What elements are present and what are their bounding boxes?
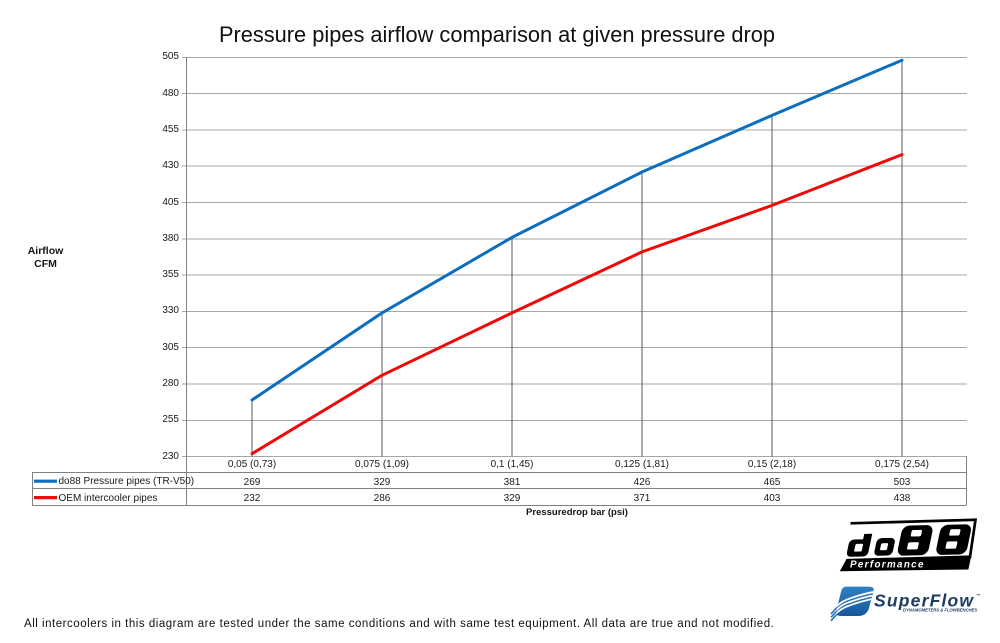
svg-text:™: ™ bbox=[976, 593, 981, 598]
svg-text:DYNAMOMETERS & FLOWBENCHES: DYNAMOMETERS & FLOWBENCHES bbox=[903, 607, 977, 612]
svg-text:Performance: Performance bbox=[850, 560, 925, 571]
svg-text:SuperFlow: SuperFlow bbox=[874, 590, 974, 610]
